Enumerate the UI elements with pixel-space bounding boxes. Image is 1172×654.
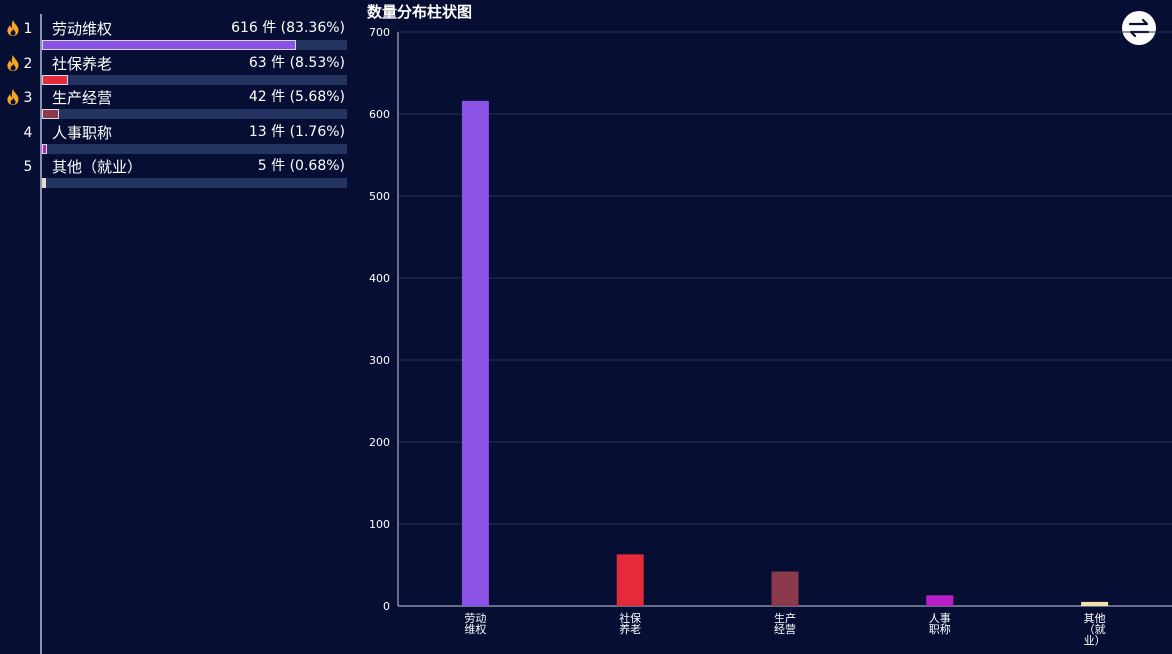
x-tick-label: （就 [1084, 622, 1106, 636]
x-tick-label: 生产 [774, 611, 796, 625]
x-tick-label: 社保 [619, 611, 641, 625]
bar [771, 571, 799, 606]
y-tick-label: 600 [369, 108, 390, 121]
bar-chart: 0 100 200 300 400 500 600 700 劳动维权 社保养老 生产经营 人事职称 其他… [369, 26, 1172, 647]
ranking-progress-track [42, 74, 347, 85]
y-tick-label: 400 [369, 272, 390, 285]
ranking-value: 42 件 (5.68%) [248, 89, 345, 105]
ranking-name: 人事职称 [52, 123, 113, 142]
x-tick-label: 维权 [464, 623, 486, 636]
ranking-progress-track [42, 178, 347, 188]
ranking-value: 13 件 (1.76%) [248, 123, 345, 140]
ranking-value: 616 件 (83.36%) [231, 20, 345, 36]
x-tick-label: 职称 [929, 622, 951, 636]
ranking-number: 1 [23, 21, 33, 37]
x-tick-label: 养老 [619, 622, 641, 636]
x-tick-label: 其他 [1084, 612, 1106, 625]
ranking-number: 2 [23, 55, 33, 72]
ranking-progress-fill [42, 74, 68, 85]
x-tick-label: 经营 [774, 622, 796, 636]
fire-icon [6, 19, 20, 37]
bar [461, 100, 489, 606]
ranking-item: 1 劳动维权 616 件 (83.36%) [0, 14, 352, 50]
ranking-number: 5 [23, 159, 33, 175]
ranking-name: 生产经营 [52, 89, 113, 107]
ranking-progress-track [42, 109, 347, 119]
ranking-progress-fill [42, 40, 296, 50]
ranking-name: 劳动维权 [52, 20, 113, 38]
ranking-progress-track [42, 143, 347, 154]
y-tick-label: 700 [369, 26, 390, 39]
bar [1081, 601, 1109, 606]
bar [616, 554, 644, 606]
chart-title: 数量分布柱状图 [367, 3, 473, 21]
bar [926, 595, 954, 606]
ranking-panel: 1 劳动维权 616 件 (83.36%) 2 社保养老 63 件 (8.53%) 3 生产经… [0, 0, 352, 654]
x-tick-label: 业） [1084, 634, 1106, 647]
y-tick-label: 500 [369, 190, 390, 203]
ranking-item: 2 社保养老 63 件 (8.53%) [0, 49, 352, 85]
y-tick-label: 100 [369, 518, 390, 531]
ranking-item: 4 人事职称 13 件 (1.76%) [0, 118, 352, 154]
ranking-divider [40, 14, 42, 654]
ranking-name: 其他（就业） [52, 158, 143, 176]
ranking-progress-fill [42, 143, 47, 154]
ranking-value: 5 件 (0.68%) [257, 158, 345, 174]
ranking-item: 3 生产经营 42 件 (5.68%) [0, 83, 352, 119]
y-tick-label: 0 [383, 600, 390, 613]
x-tick-label: 劳动 [464, 612, 486, 625]
fire-icon [6, 88, 20, 106]
ranking-progress-fill [42, 109, 59, 119]
ranking-progress-fill [42, 178, 46, 188]
ranking-number: 3 [23, 90, 33, 106]
ranking-name: 社保养老 [52, 54, 113, 73]
ranking-number: 4 [23, 124, 33, 141]
ranking-progress-track [42, 40, 347, 50]
y-tick-label: 200 [369, 436, 390, 449]
ranking-item: 5 其他（就业） 5 件 (0.68%) [0, 152, 352, 188]
y-tick-label: 300 [369, 354, 390, 367]
x-tick-label: 人事 [929, 612, 951, 625]
ranking-value: 63 件 (8.53%) [248, 54, 345, 71]
fire-icon [6, 54, 20, 72]
